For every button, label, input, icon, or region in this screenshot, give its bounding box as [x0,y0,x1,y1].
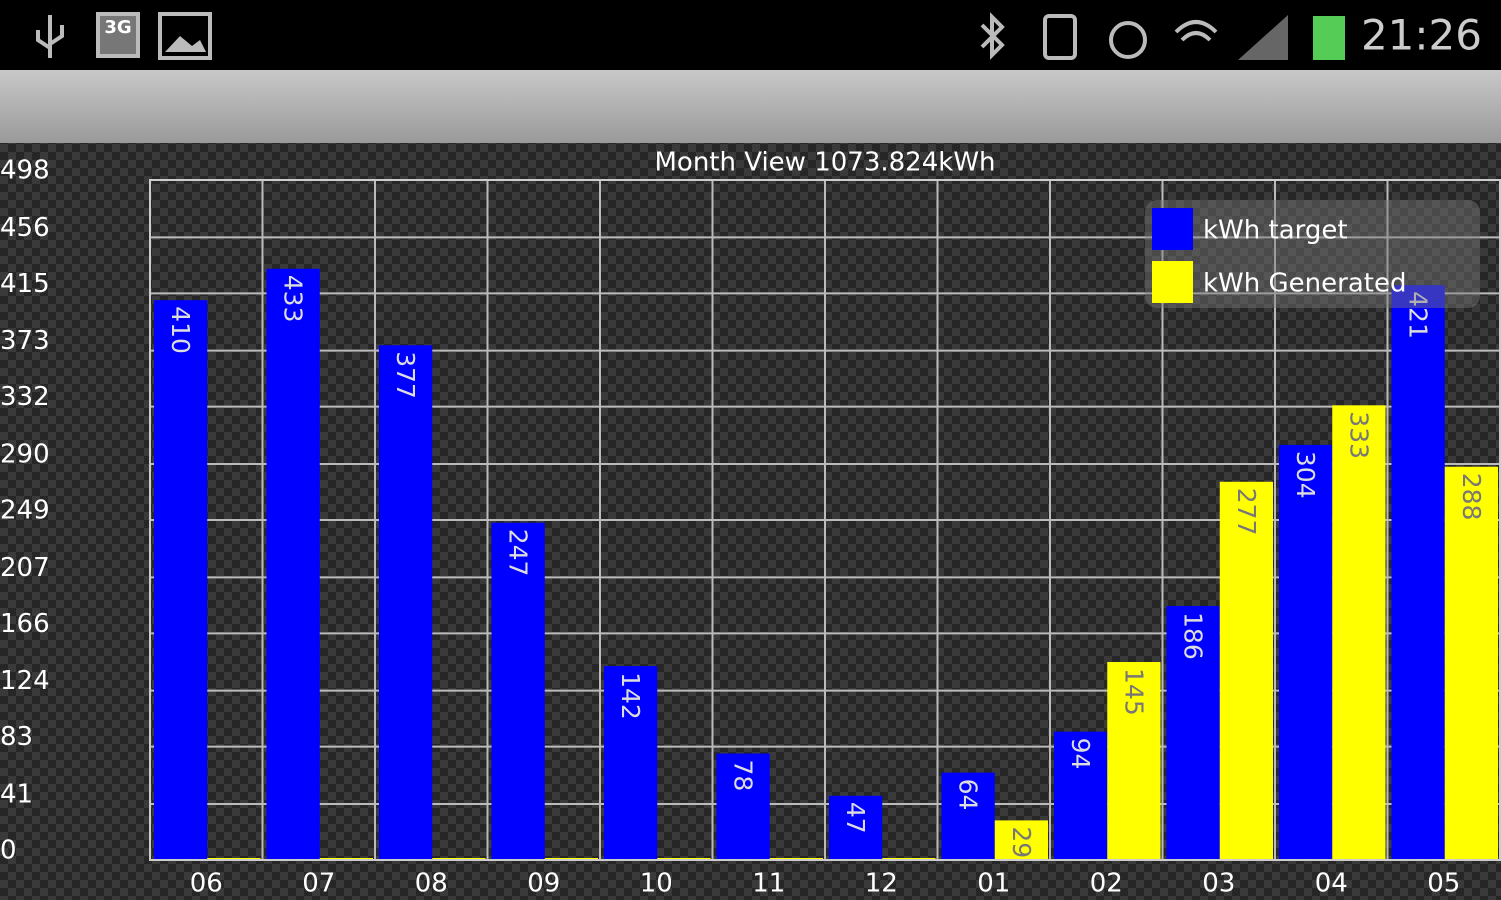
x-tick-label: 11 [752,869,785,899]
y-tick-label: 456 [0,213,50,243]
bar [1279,444,1333,860]
x-tick-label: 05 [1427,869,1460,899]
y-tick-label: 498 [0,156,50,186]
bar [1054,731,1108,860]
y-tick-label: 415 [0,269,50,299]
y-tick-label: 290 [0,440,50,470]
value-label: 64 [954,779,983,811]
y-tick-label: 41 [0,780,33,810]
value-label: 410 [166,306,195,354]
value-label: 304 [1291,451,1320,499]
legend-box [1145,200,1480,308]
x-tick-label: 04 [1315,869,1348,899]
plot-border [149,179,1501,861]
x-tick-label: 09 [527,869,560,899]
bar [941,772,995,860]
x-tick-label: 02 [1090,869,1123,899]
x-tick-label: 07 [302,869,335,899]
bar [1332,405,1386,860]
legend-swatch [1152,208,1193,250]
value-label: 247 [504,529,533,577]
bar [604,666,658,860]
image-icon [158,12,212,60]
x-tick-label: 03 [1202,869,1235,899]
bar [491,522,545,860]
bar [154,300,208,860]
x-tick-label: 12 [865,869,898,899]
network-label: 3G [104,17,131,38]
network-icon [96,12,140,58]
y-tick-label: 249 [0,496,50,526]
value-label: 433 [279,275,308,323]
value-label: 78 [729,759,758,791]
bar [379,345,433,860]
y-tick-label: 373 [0,326,50,356]
wifi-icon [1174,20,1218,42]
bar [266,268,320,860]
x-tick-label: 10 [640,869,673,899]
y-tick-label: 207 [0,553,50,583]
value-label: 421 [1404,291,1433,339]
x-tick-label: 06 [190,869,223,899]
bar [1166,606,1220,860]
legend-label: kWh target [1203,216,1348,246]
bar [829,795,883,860]
bar [1444,466,1498,860]
value-label: 277 [1232,488,1261,536]
value-label: 47 [841,802,870,834]
plot: 0 41 83 124 166 207 249 290 332 373 415 456 498 06 410… [0,156,1501,899]
legend-swatch [1152,261,1193,303]
bar [1391,285,1445,860]
x-tick-label: 08 [415,869,448,899]
y-tick-label: 0 [0,836,17,866]
bar [716,753,770,860]
bar [1219,481,1273,860]
y-tick-label: 166 [0,609,50,639]
value-label: 29 [1007,826,1036,858]
clock: 21:26 [1361,11,1482,60]
value-label: 333 [1344,411,1373,459]
value-label: 288 [1457,473,1486,521]
bluetooth-icon [980,12,1005,60]
value-label: 94 [1066,738,1095,770]
legend-label: kWh Generated [1203,269,1406,299]
alarm-icon [1109,21,1147,59]
bar [1107,662,1161,860]
vibrate-icon [1043,14,1077,60]
value-label: 142 [616,672,645,720]
signal-icon [1238,15,1288,60]
value-label: 186 [1179,612,1208,660]
usb-icon [36,15,64,58]
y-tick-label: 124 [0,666,50,696]
y-tick-label: 332 [0,382,50,412]
battery-icon [1313,16,1345,60]
chart-title: Month View 1073.824kWh [654,148,995,178]
status-icons [36,12,1345,60]
value-label: 145 [1119,668,1148,716]
y-tick-label: 83 [0,722,33,752]
x-tick-label: 01 [977,869,1010,899]
value-label: 377 [391,351,420,399]
bar [994,820,1048,860]
action-bar [0,70,1501,143]
